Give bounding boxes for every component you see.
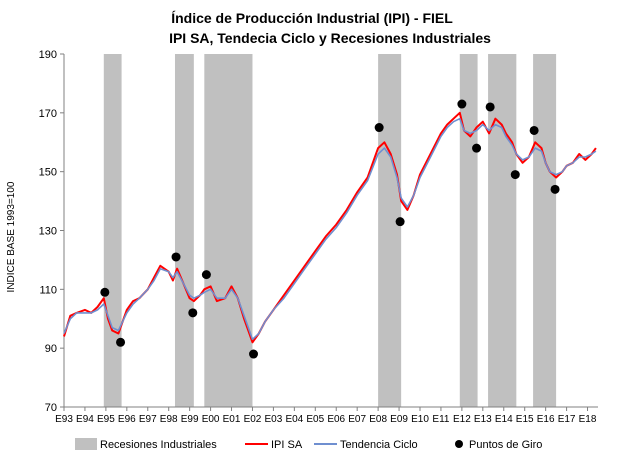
x-tick-label-E18: E18 xyxy=(579,414,597,425)
turning-point-7 xyxy=(395,217,405,227)
x-tick-label-E07: E07 xyxy=(348,414,366,425)
turning-point-5 xyxy=(249,349,259,359)
y-axis: 70 90 110 130 150 170 190 xyxy=(39,49,64,414)
y-tick-label-70: 70 xyxy=(45,402,57,414)
x-tick-label-E98: E98 xyxy=(160,414,178,425)
recession-band-2 xyxy=(204,54,253,407)
x-tick-label-E09: E09 xyxy=(390,414,408,425)
x-tick-label-E15: E15 xyxy=(516,414,534,425)
legend-swatch-turning-points xyxy=(455,440,463,448)
turning-point-6 xyxy=(374,123,384,133)
turning-point-0 xyxy=(100,287,110,297)
legend-swatch-recessions xyxy=(75,438,97,450)
turning-point-2 xyxy=(171,252,181,262)
x-tick-label-E08: E08 xyxy=(369,414,387,425)
y-tick-label-170: 170 xyxy=(39,108,57,120)
x-tick-label-E00: E00 xyxy=(202,414,220,425)
x-tick-label-E05: E05 xyxy=(306,414,324,425)
y-tick-label-130: 130 xyxy=(39,226,57,238)
x-tick-label-E99: E99 xyxy=(181,414,199,425)
chart-subtitle: IPI SA, Tendecia Ciclo y Recesiones Indu… xyxy=(169,30,491,46)
series-line-tendencia-ciclo xyxy=(63,117,597,341)
legend-label-turning-points: Puntos de Giro xyxy=(469,439,542,451)
legend-label-recessions: Recesiones Industriales xyxy=(100,439,217,451)
recession-band-5 xyxy=(488,54,517,407)
x-tick-label-E11: E11 xyxy=(432,414,449,425)
x-tick-label-E16: E16 xyxy=(537,414,555,425)
turning-point-13 xyxy=(550,184,560,194)
x-tick-label-E12: E12 xyxy=(453,414,471,425)
recession-band-0 xyxy=(103,54,122,407)
chart-title: Índice de Producción Industrial (IPI) - … xyxy=(171,10,453,26)
turning-point-11 xyxy=(510,170,520,180)
x-tick-label-E10: E10 xyxy=(411,414,429,425)
x-tick-label-E97: E97 xyxy=(139,414,157,425)
x-tick-label-E06: E06 xyxy=(327,414,345,425)
legend-label-trend: Tendencia Ciclo xyxy=(340,439,418,451)
turning-point-10 xyxy=(485,102,495,112)
turning-point-9 xyxy=(472,143,482,153)
turning-point-3 xyxy=(188,308,198,318)
x-tick-label-E13: E13 xyxy=(474,414,492,425)
recession-band-3 xyxy=(378,54,402,407)
turning-point-8 xyxy=(457,99,467,109)
x-tick-label-E02: E02 xyxy=(244,414,262,425)
y-tick-label-190: 190 xyxy=(39,49,57,61)
recession-band-6 xyxy=(533,54,557,407)
x-tick-label-E94: E94 xyxy=(76,414,94,425)
x-tick-label-E04: E04 xyxy=(285,414,303,425)
turning-points xyxy=(100,99,560,359)
y-axis-label: INDICE BASE 1993=100 xyxy=(6,181,17,292)
x-tick-label-E03: E03 xyxy=(265,414,283,425)
x-tick-label-E14: E14 xyxy=(495,414,513,425)
y-tick-label-90: 90 xyxy=(45,343,57,355)
turning-point-1 xyxy=(116,337,126,347)
turning-point-4 xyxy=(201,270,211,280)
x-axis: E93 E94 E95 E96 E97 E98 E99 E00 E01 E02 E03 E04 E05 E… xyxy=(55,407,597,425)
y-tick-label-110: 110 xyxy=(39,284,57,296)
x-tick-label-E01: E01 xyxy=(223,414,241,425)
recession-band-1 xyxy=(174,54,194,407)
y-tick-label-150: 150 xyxy=(39,167,57,179)
legend-label-ipi: IPI SA xyxy=(271,439,303,451)
series-lines xyxy=(63,111,597,344)
recession-band-4 xyxy=(459,54,478,407)
x-tick-label-E95: E95 xyxy=(97,414,115,425)
recession-bands xyxy=(103,54,557,407)
turning-point-12 xyxy=(529,125,539,135)
legend: Recesiones Industriales IPI SA Tendencia… xyxy=(75,438,542,451)
x-tick-label-E93: E93 xyxy=(55,414,73,425)
x-tick-label-E96: E96 xyxy=(118,414,136,425)
x-tick-label-E17: E17 xyxy=(558,414,576,425)
